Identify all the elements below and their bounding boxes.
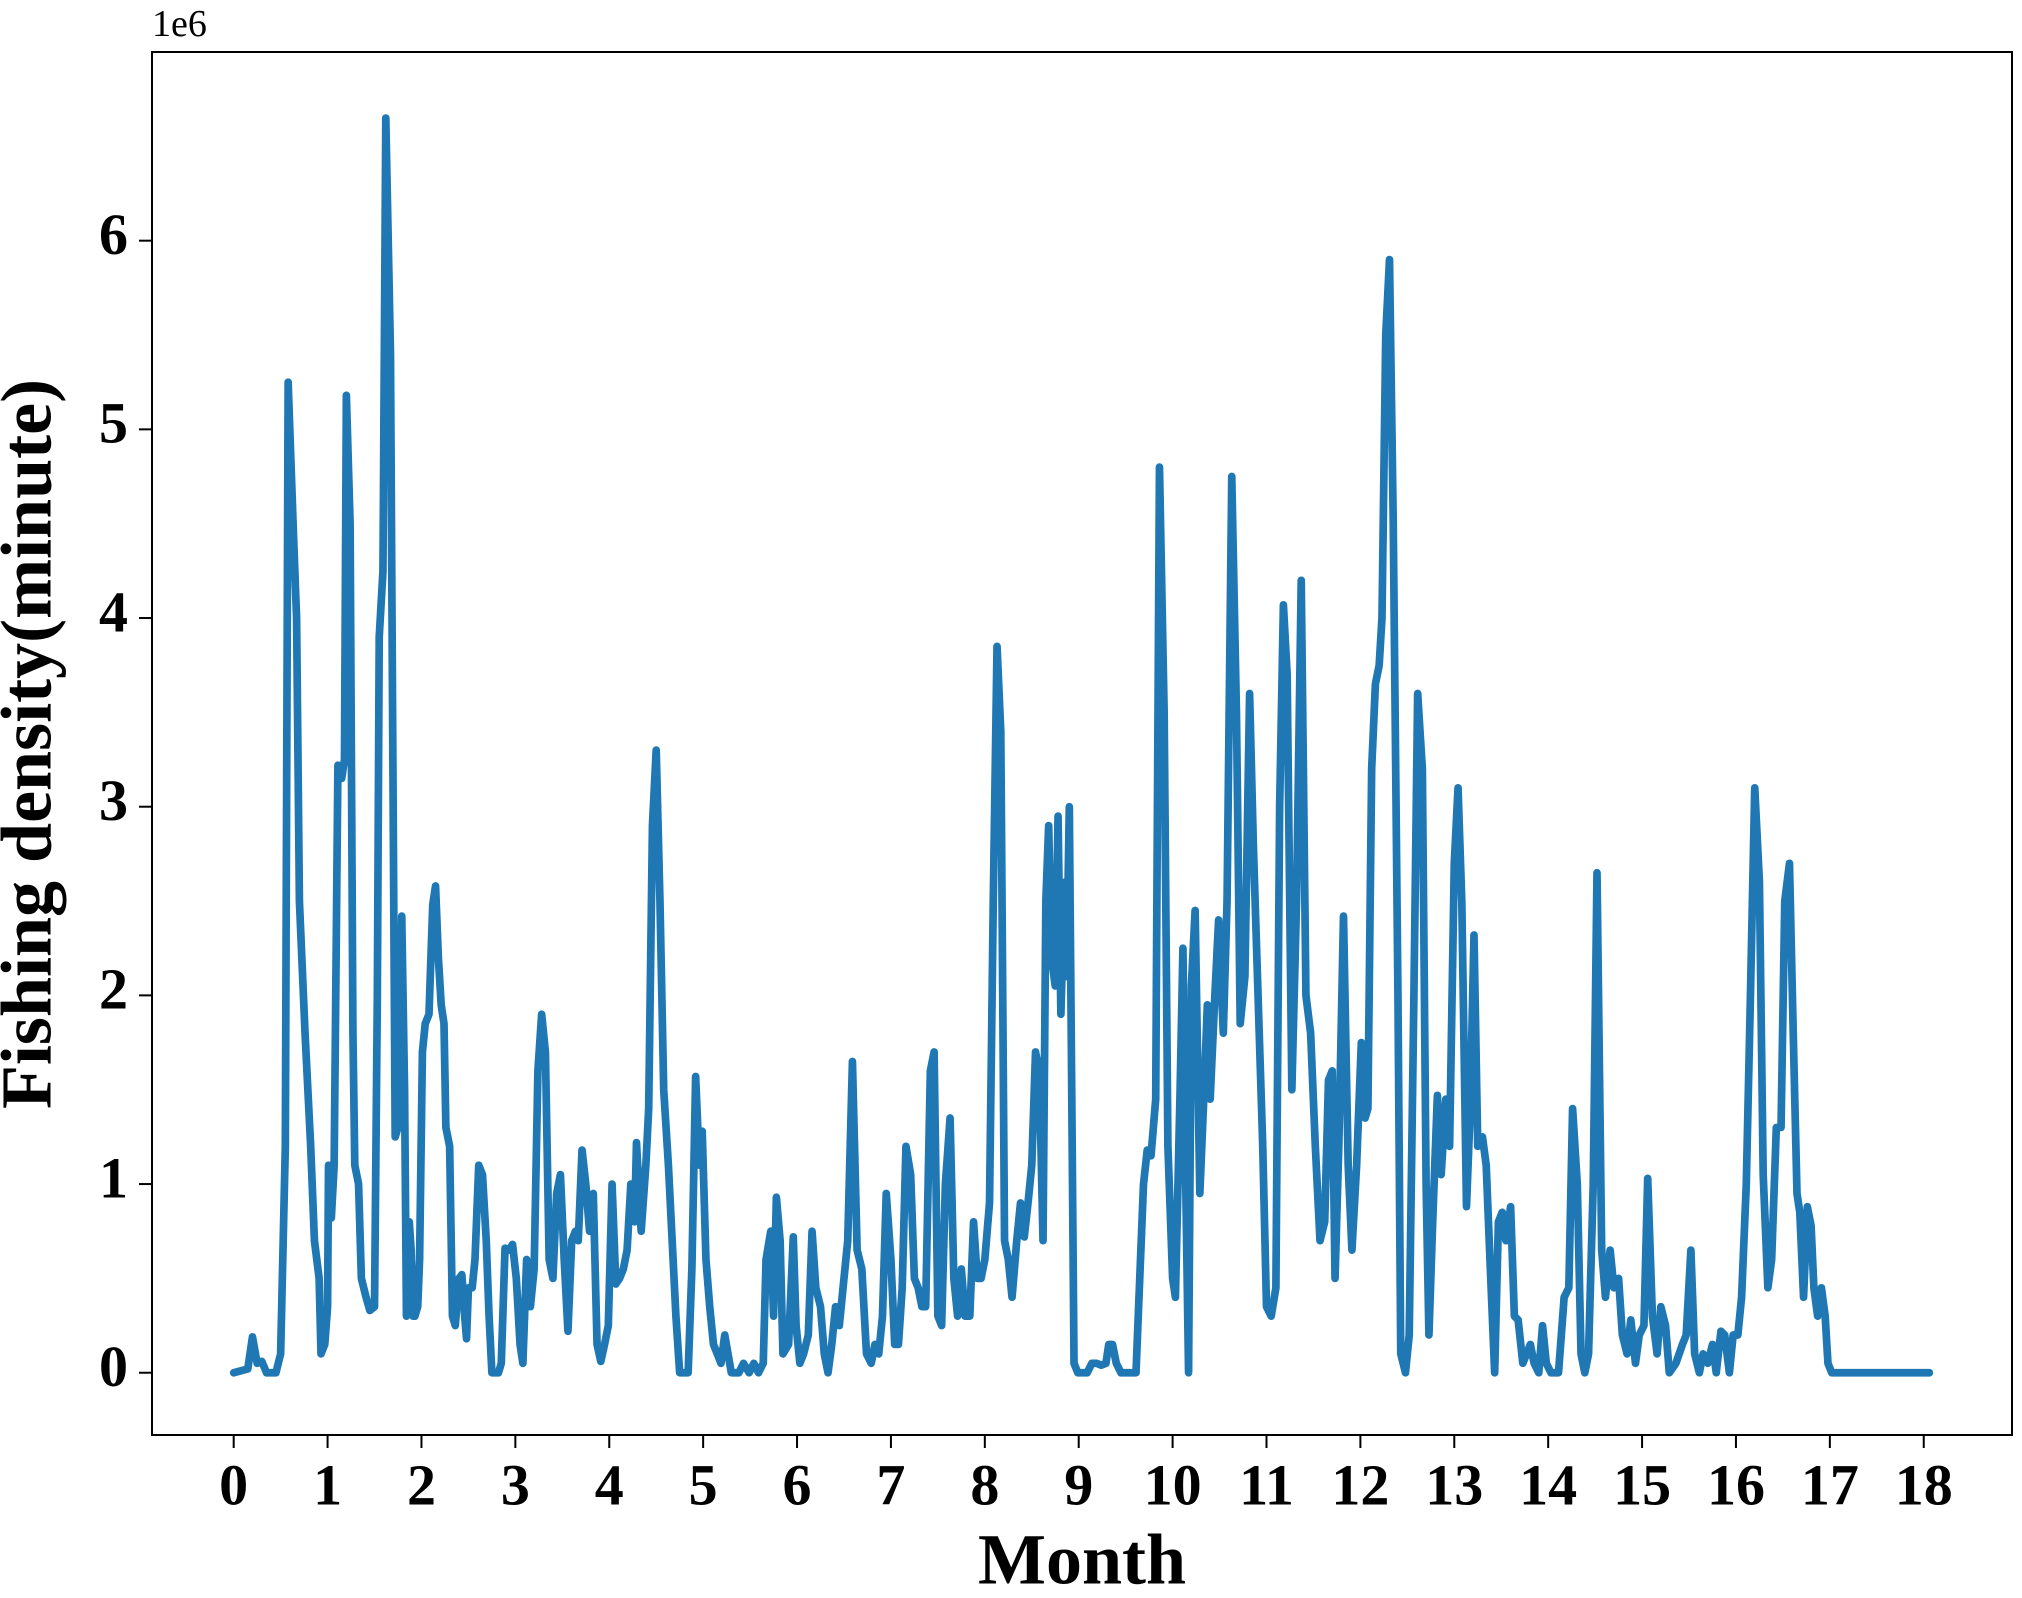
- axes-frame: [151, 51, 2013, 1436]
- x-tick-label: 4: [595, 1452, 624, 1517]
- y-tick-label: 6: [99, 202, 128, 267]
- x-tick-label: 9: [1064, 1452, 1093, 1517]
- x-tick-label: 1: [313, 1452, 342, 1517]
- x-tick-label: 6: [783, 1452, 812, 1517]
- y-axis-label: Fishing density(minute): [0, 379, 67, 1109]
- y-tick-label: 4: [99, 579, 128, 644]
- x-tick-label: 17: [1801, 1452, 1859, 1517]
- x-tick-label: 7: [876, 1452, 905, 1517]
- y-tick-label: 2: [99, 957, 128, 1022]
- data-line: [229, 114, 1934, 1377]
- y-tick-label: 1: [99, 1145, 128, 1210]
- x-tick-label: 16: [1707, 1452, 1765, 1517]
- x-tick-label: 10: [1144, 1452, 1202, 1517]
- x-axis-label: Month: [978, 1520, 1186, 1598]
- x-tick-label: 14: [1519, 1452, 1577, 1517]
- x-tick-label: 12: [1331, 1452, 1389, 1517]
- x-tick-label: 15: [1613, 1452, 1671, 1517]
- x-tick-label: 8: [970, 1452, 999, 1517]
- x-tick-label: 18: [1895, 1452, 1953, 1517]
- x-tick-label: 5: [689, 1452, 718, 1517]
- x-tick-label: 0: [219, 1452, 248, 1517]
- x-tick-label: 11: [1239, 1452, 1294, 1517]
- offset-text: 1e6: [152, 3, 207, 45]
- x-tick-label: 2: [407, 1452, 436, 1517]
- y-tick-label: 0: [99, 1334, 128, 1399]
- y-tick-label: 3: [99, 768, 128, 833]
- x-tick-label: 13: [1425, 1452, 1483, 1517]
- y-tick-label: 5: [99, 391, 128, 456]
- x-tick-label: 3: [501, 1452, 530, 1517]
